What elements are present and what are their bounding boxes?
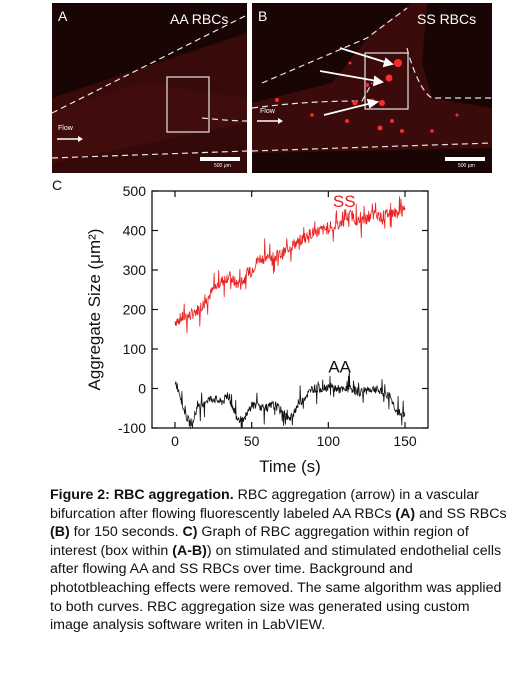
caption-text-1: RBC aggregation (arrow) in a vascular bi… (50, 487, 479, 522)
flow-label-a: Flow (58, 125, 73, 132)
caption-ref-a: (A) (395, 505, 416, 522)
series-ss (174, 196, 406, 334)
aggregation-arrows (319, 47, 394, 116)
plot-frame (151, 190, 429, 429)
caption-ref-c: C) (182, 524, 198, 541)
y-tick-label: 400 (123, 223, 147, 239)
y-tick-label: 0 (138, 381, 146, 397)
caption-text-2: and SS RBCs (415, 505, 507, 522)
region-of-interest-box-b (364, 52, 409, 110)
scale-label-a: 500 μm (214, 163, 231, 169)
vessel-wall-left (261, 7, 408, 84)
y-axis-label: Aggregate Size (μm²) (85, 229, 104, 391)
vessel-wall-top (52, 14, 247, 114)
micrograph-aa-image (52, 14, 247, 173)
scale-label-b: 500 μm (458, 163, 475, 169)
vessel-wall-branch (201, 117, 247, 122)
caption-label: Figure 2: RBC aggregation. (50, 487, 234, 503)
vessel-wall-inner (252, 82, 373, 109)
panel-title-aa: AA RBCs (170, 11, 229, 27)
x-axis-label: Time (s) (259, 457, 321, 476)
x-tick-label: 0 (171, 433, 179, 449)
x-tick-label: 100 (317, 433, 341, 449)
x-axis-ticks: 0 50 100 150 (171, 191, 417, 449)
micrograph-aa: A AA RBCs Flow 500 μm (52, 3, 247, 173)
y-axis-ticks: -100 0 100 200 300 400 500 (118, 183, 428, 436)
y-tick-label: 300 (123, 262, 147, 278)
scale-bar-b (445, 157, 485, 161)
caption-ref-ab: (A-B) (172, 542, 207, 559)
micrograph-ss-image (252, 3, 492, 161)
y-tick-label: 200 (123, 302, 147, 318)
panel-label-c: C (52, 177, 62, 193)
panel-label-a: A (58, 8, 68, 24)
aggregate-size-chart: C 0 50 100 150 -100 0 100 200 300 400 500 SS AA T… (52, 177, 429, 476)
micrograph-ss: B SS RBCs Flow 500 μm (252, 3, 492, 173)
caption-text-3: for 150 seconds. (69, 524, 183, 541)
y-tick-label: 500 (123, 183, 147, 199)
panel-label-b: B (258, 8, 268, 24)
caption-text-5: ) on stimulated and stimulated endotheli… (50, 542, 502, 634)
y-tick-label: -100 (118, 420, 146, 436)
vessel-wall-bottom-b (252, 142, 492, 152)
annotation-ss: SS (333, 192, 356, 211)
panel-title-ss: SS RBCs (417, 11, 477, 27)
region-of-interest-box (166, 76, 210, 133)
annotation-aa: AA (328, 358, 351, 377)
caption-ref-b: (B) (50, 524, 70, 541)
series-line-aa (174, 370, 406, 429)
x-tick-label: 150 (393, 433, 417, 449)
flow-label-b: Flow (260, 108, 275, 115)
series-aa (174, 370, 406, 429)
caption-text-4: Graph of RBC aggregation within region o… (50, 524, 469, 559)
y-tick-label: 100 (123, 341, 147, 357)
vessel-wall-bottom (52, 150, 247, 159)
series-line-ss (174, 196, 406, 334)
scale-bar (200, 157, 240, 161)
figure-caption: Figure 2: RBC aggregation. RBC aggregati… (50, 486, 512, 635)
x-tick-label: 50 (244, 433, 260, 449)
